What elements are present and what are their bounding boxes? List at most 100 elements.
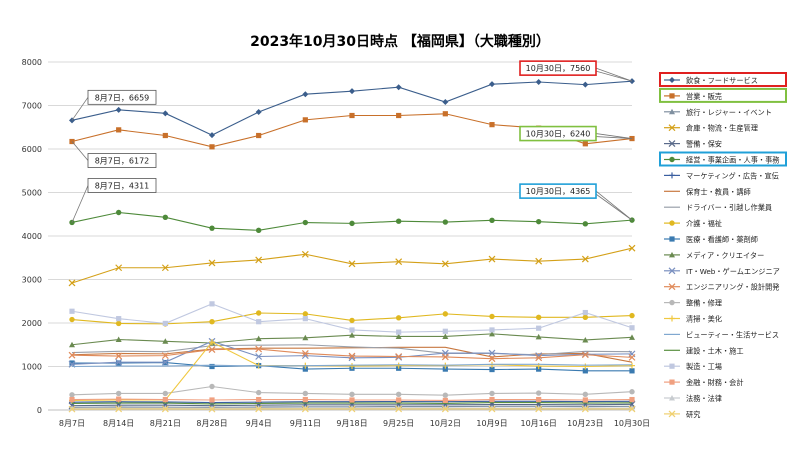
data-point [256, 133, 261, 138]
data-point [396, 392, 401, 397]
x-tick-label: 9月18日 [336, 419, 367, 428]
legend-label: 医療・看護師・薬剤師 [686, 235, 758, 244]
legend-label: エンジニアリング・設計開発 [686, 283, 779, 292]
legend-label: ドライバー・引越し作業員 [686, 203, 772, 212]
legend-label: ビューティー・生活サービス [686, 330, 779, 339]
data-point [669, 157, 674, 162]
data-point [629, 325, 634, 330]
legend-label: メディア・クリエイター [686, 251, 764, 260]
legend-label: マーケティング・広告・宣伝 [686, 171, 779, 180]
x-tick-label: 8月21日 [150, 419, 181, 428]
data-point [116, 360, 121, 365]
annotation-label: 8月7日，6659 [95, 93, 150, 102]
data-point [256, 397, 261, 402]
data-point [583, 397, 588, 402]
legend-label: 建設・土木・施工 [686, 346, 744, 355]
data-point [303, 220, 308, 225]
data-point [349, 113, 354, 118]
data-point [163, 397, 168, 402]
data-point [669, 236, 674, 241]
data-point [349, 327, 354, 332]
data-point [443, 111, 448, 116]
y-tick-label: 7000 [22, 102, 42, 111]
x-tick-label: 8月14日 [103, 419, 134, 428]
legend-label: 飲食・フードサービス [686, 76, 758, 85]
legend-label: 旅行・レジャー・イベント [686, 108, 772, 117]
data-point [669, 364, 674, 369]
data-point [396, 397, 401, 402]
legend-label: 整備・修理 [686, 299, 722, 308]
data-point [583, 392, 588, 397]
data-point [69, 309, 74, 314]
data-point [209, 301, 214, 306]
x-tick-label: 9月4日 [246, 419, 272, 428]
data-point [443, 393, 448, 398]
data-point [116, 391, 121, 396]
legend-label: 警備・保安 [686, 140, 722, 149]
data-point [583, 315, 588, 320]
data-point [163, 321, 168, 326]
data-point [116, 127, 121, 132]
legend-label: 金融・財務・会計 [686, 378, 744, 387]
data-point [349, 221, 354, 226]
data-point [536, 326, 541, 331]
data-point [536, 219, 541, 224]
legend-label: 営業・販売 [686, 92, 722, 101]
data-point [209, 384, 214, 389]
data-point [396, 315, 401, 320]
y-tick-label: 5000 [22, 189, 42, 198]
x-tick-label: 10月23日 [567, 419, 603, 428]
chart-title: 2023年10月30日時点 【福岡県】（大職種別） [250, 33, 550, 50]
x-tick-label: 10月9日 [476, 419, 507, 428]
data-point [256, 390, 261, 395]
annotation-label: 8月7日，4311 [95, 181, 150, 190]
data-point [303, 391, 308, 396]
data-point [443, 329, 448, 334]
data-point [303, 316, 308, 321]
x-tick-label: 10月30日 [614, 419, 650, 428]
data-point [116, 210, 121, 215]
data-point [583, 221, 588, 226]
data-point [669, 93, 674, 98]
data-point [443, 219, 448, 224]
data-point [256, 228, 261, 233]
data-point [396, 330, 401, 335]
x-tick-label: 8月28日 [196, 419, 227, 428]
data-point [163, 133, 168, 138]
data-point [489, 327, 494, 332]
data-point [349, 318, 354, 323]
data-point [583, 141, 588, 146]
y-tick-label: 8000 [22, 58, 42, 67]
y-tick-label: 3000 [22, 276, 42, 285]
data-point [349, 392, 354, 397]
data-point [116, 397, 121, 402]
data-point [489, 218, 494, 223]
x-tick-label: 10月16日 [520, 419, 556, 428]
data-point [489, 314, 494, 319]
data-point [163, 391, 168, 396]
legend-label: 倉庫・物流・生産管理 [686, 124, 758, 133]
data-point [69, 317, 74, 322]
data-point [669, 300, 674, 305]
data-point [209, 144, 214, 149]
legend-label: 経営・事業企画・人事・事務 [686, 156, 780, 165]
data-point [396, 219, 401, 224]
data-point [629, 313, 634, 318]
data-point [209, 397, 214, 402]
legend-label: IT・Web・ゲームエンジニア [686, 267, 780, 276]
data-point [536, 390, 541, 395]
legend-label: 研究 [686, 410, 700, 419]
data-point [396, 113, 401, 118]
data-point [303, 117, 308, 122]
data-point [669, 380, 674, 385]
data-point [116, 321, 121, 326]
data-point [489, 122, 494, 127]
data-point [69, 397, 74, 402]
data-point [629, 397, 634, 402]
data-point [303, 311, 308, 316]
annotation-label: 10月30日，4365 [526, 187, 591, 196]
annotation-label: 10月30日，7560 [526, 64, 591, 73]
data-point [536, 315, 541, 320]
legend-label: 清掃・美化 [686, 315, 722, 324]
